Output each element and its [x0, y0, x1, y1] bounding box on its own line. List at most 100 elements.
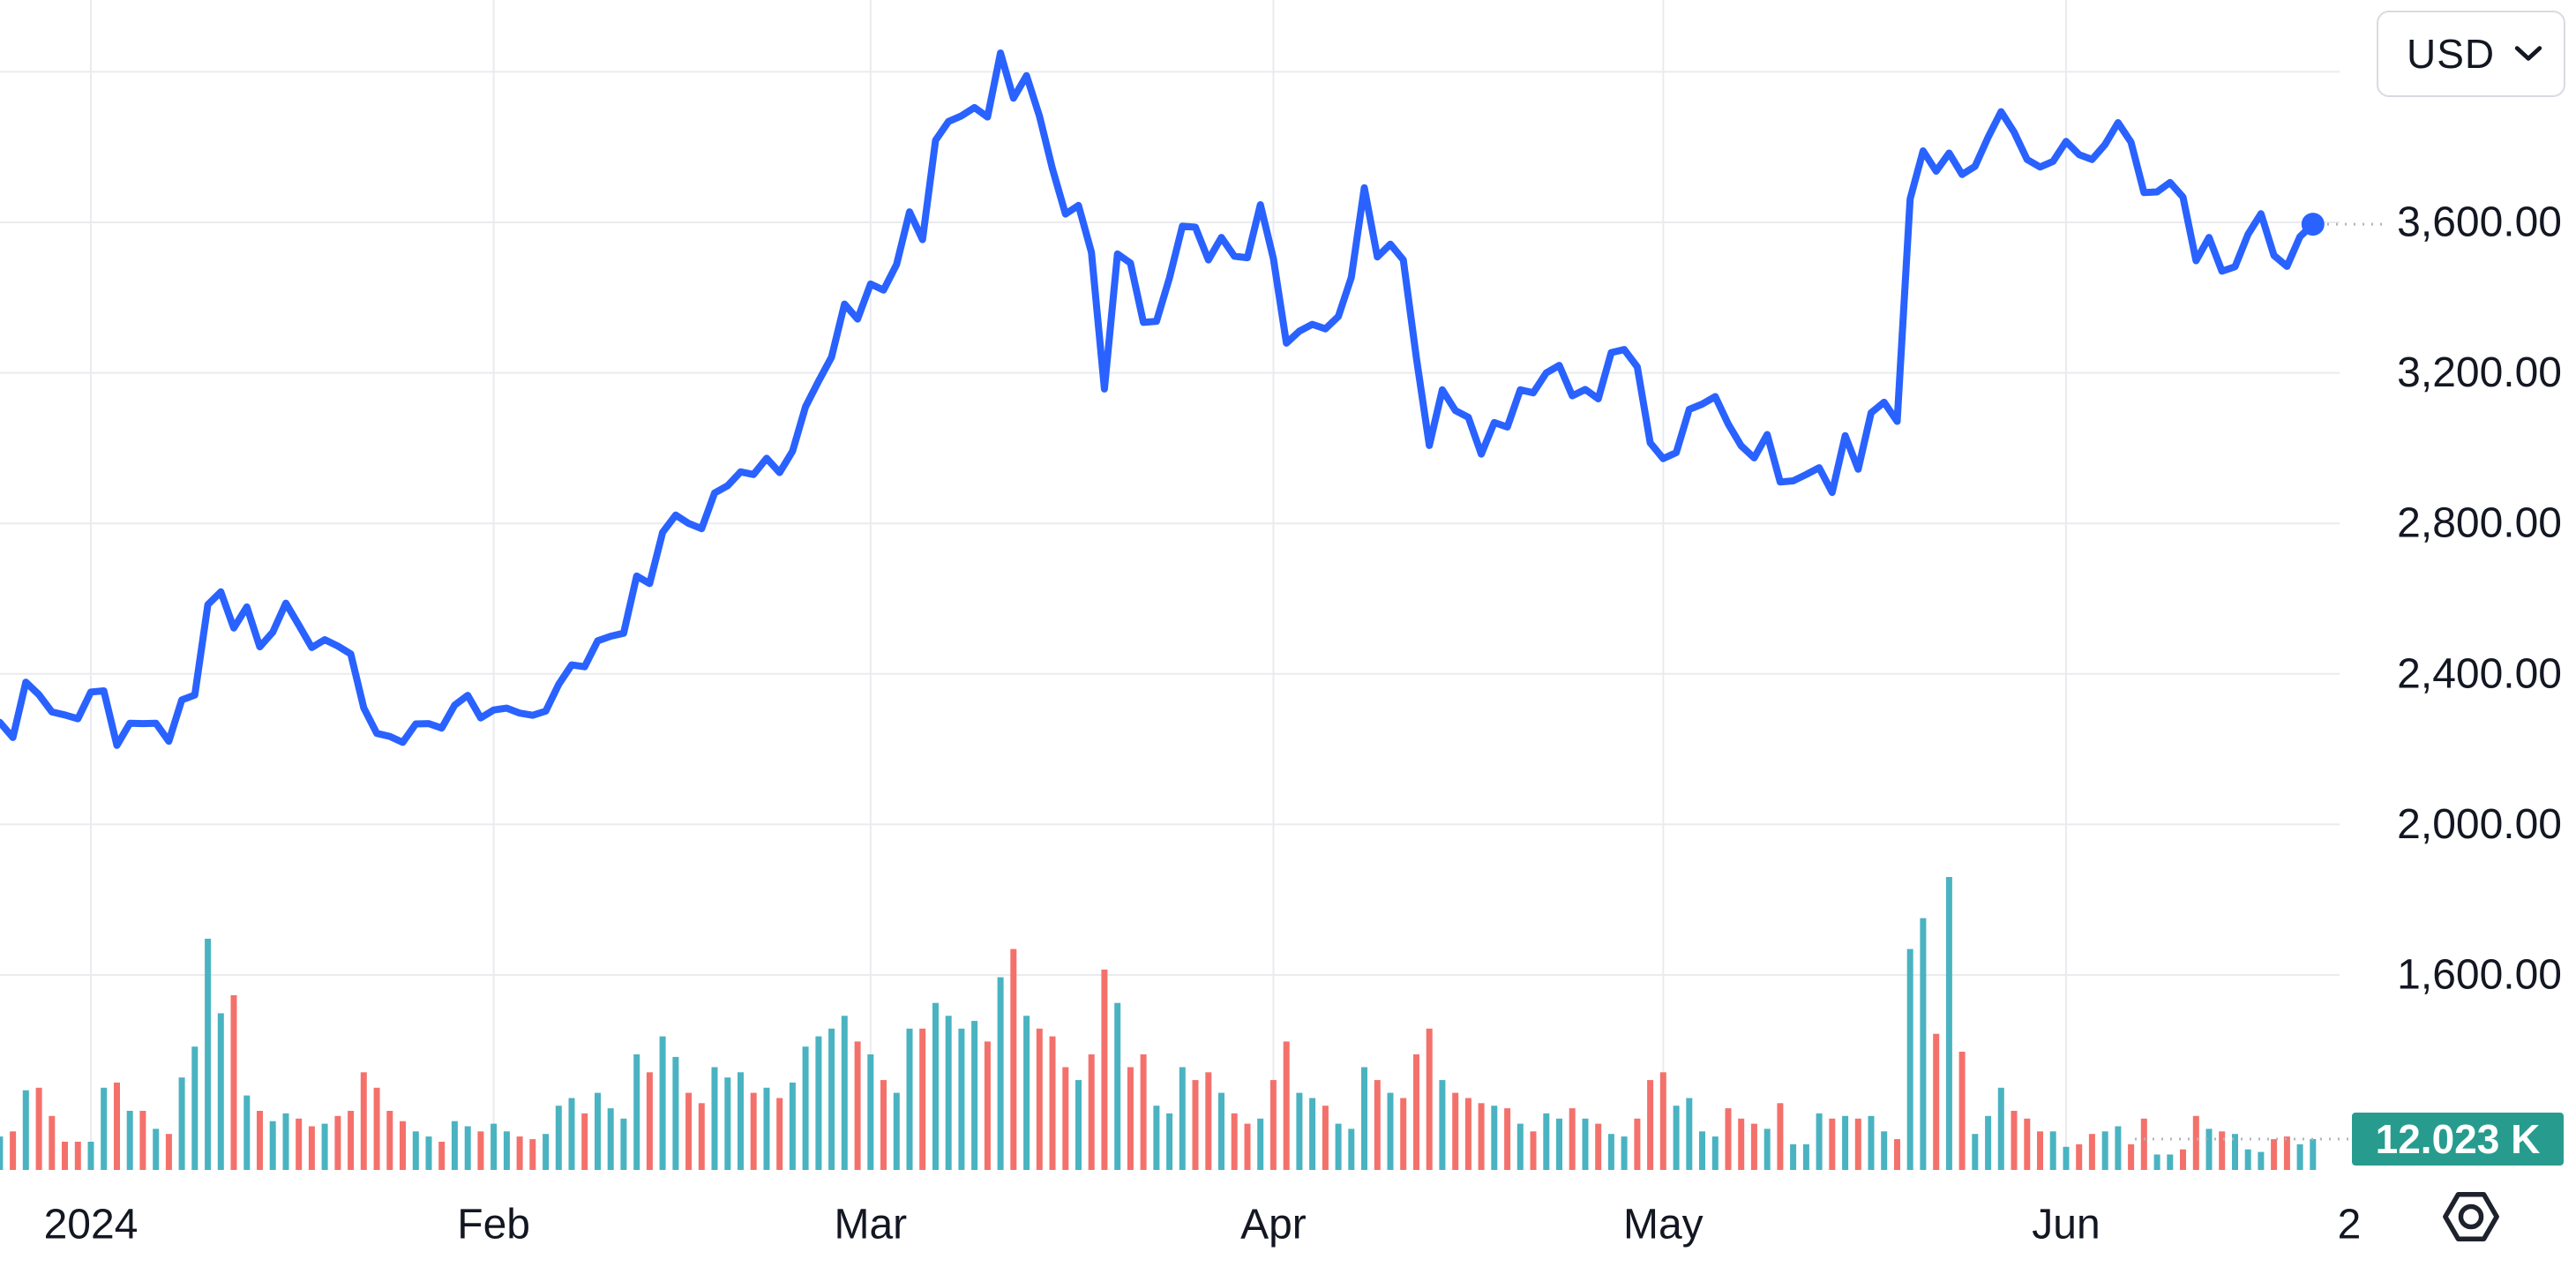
- volume-bar: [1023, 1016, 1030, 1170]
- volume-bar: [2180, 1149, 2186, 1170]
- volume-bar: [1413, 1054, 1419, 1170]
- volume-bar: [1166, 1113, 1173, 1170]
- volume-bar: [230, 995, 237, 1170]
- volume-bar: [2128, 1143, 2135, 1170]
- volume-bar: [1958, 1052, 1966, 1170]
- volume-bar: [1257, 1118, 1264, 1170]
- volume-bar: [1647, 1080, 1654, 1170]
- volume-bar: [1829, 1118, 1836, 1170]
- price-tick-label: 1,600.00: [2397, 952, 2562, 999]
- volume-bar: [1516, 1123, 1524, 1170]
- volume-bar: [1439, 1080, 1446, 1170]
- volume-bar: [672, 1056, 679, 1170]
- time-tick-label: 2024: [44, 1202, 139, 1248]
- volume-bar: [1088, 1054, 1095, 1170]
- volume-bar: [2024, 1118, 2031, 1170]
- volume-bar: [400, 1121, 406, 1170]
- volume-bar: [2244, 1149, 2251, 1170]
- volume-bar: [1114, 1002, 1121, 1170]
- volume-bar: [1244, 1123, 1251, 1170]
- volume-bar: [529, 1139, 536, 1170]
- volume-bar: [1634, 1118, 1641, 1170]
- volume-bar: [607, 1108, 614, 1170]
- volume-bar: [126, 1111, 133, 1170]
- volume-bar: [243, 1095, 251, 1170]
- time-tick-label: Jun: [2032, 1202, 2100, 1248]
- volume-bar: [1205, 1072, 1212, 1170]
- volume-bar: [543, 1134, 550, 1170]
- settings-gear-icon[interactable]: [2442, 1188, 2500, 1246]
- volume-bar: [321, 1123, 328, 1170]
- volume-bar: [568, 1098, 575, 1170]
- volume-bar: [386, 1111, 393, 1170]
- volume-bar: [880, 1080, 887, 1170]
- volume-bar: [348, 1111, 355, 1170]
- volume-bar: [867, 1054, 874, 1170]
- volume-bar: [1686, 1098, 1693, 1170]
- price-tick-label: 3,200.00: [2397, 349, 2562, 396]
- volume-bar: [2283, 1136, 2290, 1170]
- volume-bar: [841, 1016, 848, 1170]
- volume-bar: [438, 1142, 446, 1170]
- volume-bar: [1764, 1128, 1771, 1170]
- volume-bar: [2232, 1134, 2238, 1170]
- volume-bar: [2296, 1143, 2303, 1170]
- volume-bar: [1711, 1136, 1719, 1170]
- volume-bar: [217, 1013, 224, 1170]
- volume-bar: [1179, 1067, 1186, 1170]
- gridlines: [0, 0, 2340, 1170]
- volume-bar: [802, 1046, 809, 1170]
- volume-bar: [828, 1028, 835, 1170]
- volume-last-value-badge: 12.023 K: [2352, 1113, 2564, 1166]
- volume-bar: [2258, 1151, 2265, 1170]
- volume-bar: [581, 1113, 588, 1170]
- price-tick-label: 2,400.00: [2397, 650, 2562, 697]
- volume-bar: [451, 1121, 458, 1170]
- volume-bar: [2271, 1139, 2278, 1170]
- volume-bar: [1140, 1054, 1147, 1170]
- volume-bar: [555, 1106, 562, 1170]
- volume-bar: [101, 1087, 108, 1170]
- volume-bar: [711, 1067, 718, 1170]
- volume-bar: [191, 1046, 198, 1170]
- time-tick-label: Mar: [834, 1202, 907, 1248]
- volume-bar: [1322, 1106, 1329, 1170]
- volume-bar: [1777, 1103, 1784, 1170]
- volume-bar: [776, 1098, 783, 1170]
- volume-bar: [1478, 1103, 1485, 1170]
- volume-bar: [724, 1077, 731, 1170]
- volume-bar: [62, 1142, 68, 1170]
- volume-bar: [685, 1092, 693, 1170]
- volume-bar: [854, 1041, 861, 1170]
- volume-bar: [906, 1028, 913, 1170]
- volume-bar: [2153, 1154, 2160, 1170]
- volume-bar: [958, 1028, 965, 1170]
- volume-bar: [1062, 1067, 1069, 1170]
- volume-bar: [308, 1126, 315, 1170]
- volume-bar: [1868, 1115, 1875, 1170]
- currency-selector-label: USD: [2407, 31, 2496, 77]
- volume-bar: [1192, 1080, 1199, 1170]
- volume-bar: [1673, 1106, 1680, 1170]
- volume-bar: [1309, 1098, 1316, 1170]
- volume-bar: [1569, 1108, 1576, 1170]
- volume-bar: [1790, 1143, 1797, 1170]
- volume-bar: [1802, 1143, 1809, 1170]
- volume-bar: [2011, 1111, 2018, 1170]
- volume-bar: [49, 1115, 56, 1170]
- volume-bar: [620, 1118, 627, 1170]
- currency-selector-button[interactable]: USD: [2377, 11, 2565, 97]
- volume-bar: [763, 1087, 770, 1170]
- volume-bar: [35, 1087, 42, 1170]
- volume-bar: [1464, 1098, 1471, 1170]
- volume-bar: [1933, 1033, 1940, 1170]
- volume-bar: [178, 1077, 185, 1170]
- time-scale[interactable]: 2024 Feb Mar Apr May Jun 2: [44, 1202, 2362, 1248]
- volume-bar: [789, 1083, 796, 1170]
- price-scale[interactable]: 3,600.00 3,200.00 2,800.00 2,400.00 2,000.00…: [2397, 199, 2562, 999]
- last-price-dot: [2301, 213, 2325, 236]
- volume-bar: [2037, 1131, 2043, 1170]
- volume-bar: [1621, 1136, 1628, 1170]
- volume-bar: [1699, 1131, 1705, 1170]
